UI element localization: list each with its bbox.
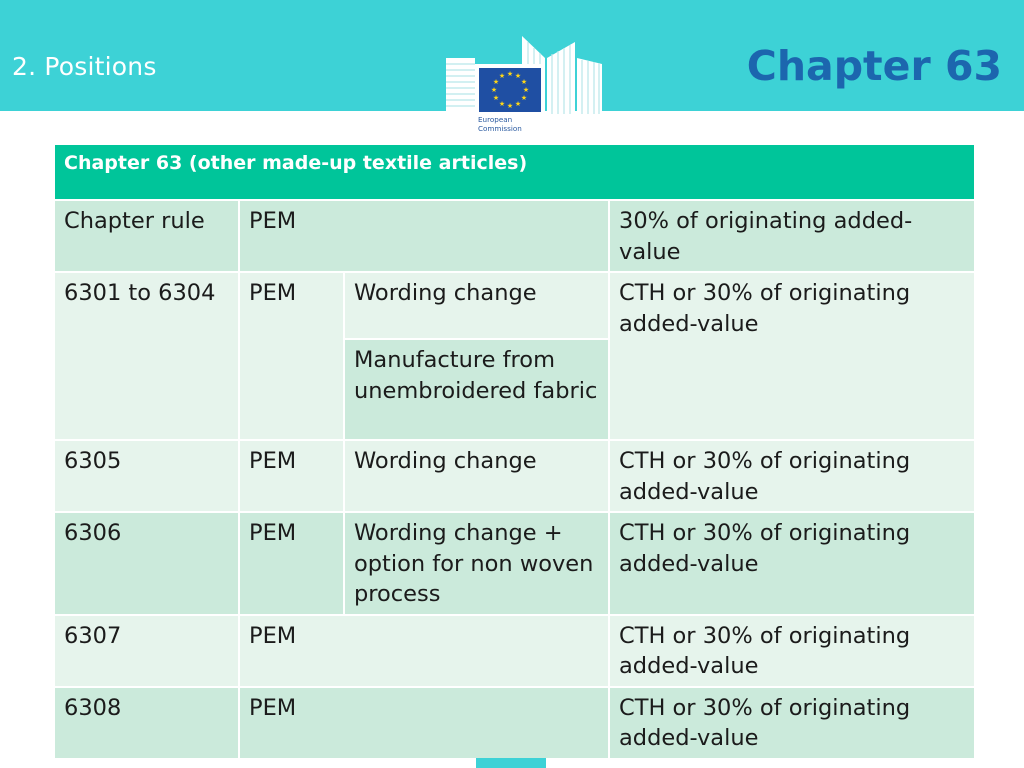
slide-tab-marker: [476, 758, 546, 768]
svg-text:★: ★: [499, 100, 505, 108]
origin-cell: PEM: [238, 685, 610, 760]
svg-text:★: ★: [493, 78, 499, 86]
european-commission-logo: ★ ★ ★ ★ ★ ★ ★ ★ ★ ★ ★ ★ European Commission: [444, 34, 604, 142]
table-header-row: Chapter 63 (other made-up textile articl…: [53, 143, 976, 201]
section-label: 2. Positions: [12, 52, 157, 81]
origin-cell: PEM: [238, 271, 345, 441]
svg-text:★: ★: [507, 70, 513, 78]
heading-cell: 6308: [53, 685, 240, 760]
chapter-rules-table: Chapter 63 (other made-up textile articl…: [53, 143, 976, 760]
svg-text:★: ★: [521, 94, 527, 102]
origin-cell: PEM: [238, 511, 345, 616]
heading-cell: 6305: [53, 439, 240, 513]
table-row: Manufacture from unembroidered fabric: [54, 338, 975, 441]
svg-text:★: ★: [515, 100, 521, 108]
origin-cell: PEM: [238, 439, 345, 513]
heading-cell: 6301 to 6304: [53, 271, 240, 441]
table-row: 6301 to 6304 PEM Wording change CTH or 3…: [53, 271, 976, 441]
table-title: Chapter 63 (other made-up textile articl…: [53, 143, 976, 201]
logo-text-line-1: European: [478, 115, 513, 124]
rule-cell: CTH or 30% of originating added-value: [608, 439, 976, 513]
rule-cell: 30% of originating added-value: [608, 199, 976, 273]
change-cell: Manufacture from unembroidered fabric: [343, 338, 610, 441]
table-row: 6305 PEM Wording change CTH or 30% of or…: [53, 439, 976, 513]
table-row: 6306 PEM Wording change + option for non…: [53, 511, 976, 616]
svg-text:★: ★: [515, 72, 521, 80]
heading-cell: 6306: [53, 511, 240, 616]
change-cell: Wording change: [343, 439, 610, 513]
svg-text:★: ★: [499, 72, 505, 80]
svg-text:★: ★: [507, 102, 513, 110]
page-title: Chapter 63: [746, 42, 1002, 90]
heading-cell: Chapter rule: [53, 199, 240, 273]
rule-cell: CTH or 30% of originating added-value: [608, 685, 976, 760]
table-row: 6308 PEM CTH or 30% of originating added…: [53, 685, 976, 760]
heading-cell: 6307: [53, 613, 240, 688]
svg-text:★: ★: [521, 78, 527, 86]
rule-cell: CTH or 30% of originating added-value: [608, 511, 976, 616]
logo-text-line-2: Commission: [478, 124, 522, 133]
change-cell: Wording change + option for non woven pr…: [343, 511, 610, 616]
building-icon: ★ ★★ ★★★ ★★★ ★★★: [446, 36, 602, 142]
origin-cell: PEM: [238, 199, 610, 273]
change-cell: Wording change: [343, 271, 610, 340]
svg-text:★: ★: [491, 86, 497, 94]
table-row: Chapter rule PEM 30% of originating adde…: [53, 199, 976, 273]
origin-cell: PEM: [238, 613, 610, 688]
svg-text:★: ★: [523, 86, 529, 94]
rule-cell: CTH or 30% of originating added-value: [608, 613, 976, 688]
table-row: 6307 PEM CTH or 30% of originating added…: [53, 613, 976, 688]
svg-text:★: ★: [493, 94, 499, 102]
rule-cell: CTH or 30% of originating added-value: [608, 271, 976, 441]
